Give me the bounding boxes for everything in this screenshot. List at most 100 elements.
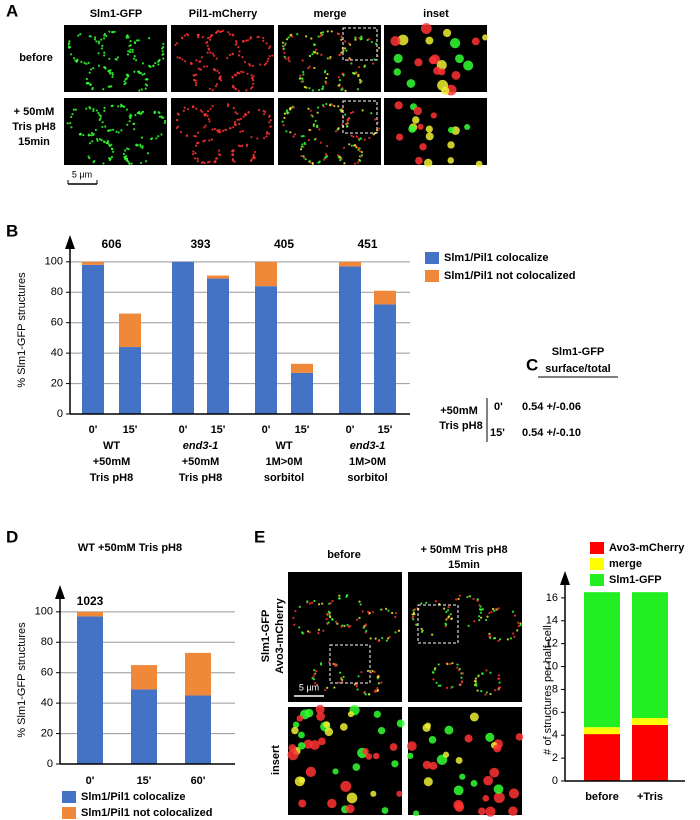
spot [88,142,92,145]
bar-segment [119,313,141,348]
spot [308,602,312,605]
spot [423,777,433,787]
spot [387,609,390,612]
legend-swatch [425,270,439,282]
spot [110,143,113,147]
spot [144,83,147,86]
spot [374,118,377,121]
spot [321,602,324,605]
group-label: sorbitol [347,472,387,484]
spot [358,150,362,153]
spot [413,810,420,817]
spot [141,62,145,65]
y-tick-label: 40 [51,347,63,359]
spot [85,77,88,81]
spot [337,156,340,159]
spot [98,40,101,43]
spot [336,154,340,157]
image-background [408,707,522,815]
spot [206,114,209,117]
spot [340,35,343,38]
spot [360,37,363,40]
spot [96,139,99,142]
x-tick-label: 0' [89,424,98,436]
spot [216,129,219,132]
spot [196,157,199,160]
spot [128,162,131,165]
ratio-value: 0.54 +/-0.06 [522,401,581,413]
spot [133,128,136,131]
spot [482,794,490,802]
spot [123,82,126,86]
spot [262,36,265,40]
spot [253,157,256,160]
spot [339,159,342,162]
spot [387,637,390,640]
spot [302,73,305,76]
spot [456,666,459,669]
spot [176,56,179,59]
spot [289,34,292,37]
spot [263,63,267,66]
spot [385,639,388,642]
spot [300,154,303,158]
spot [138,72,141,75]
spot [242,71,245,74]
spot [219,75,222,78]
spot [203,126,206,129]
spot [229,127,232,130]
spot [238,122,241,125]
spot [304,142,307,146]
spot [139,143,142,146]
spot [248,63,251,66]
spot [219,30,223,33]
spot [298,605,301,608]
spot [148,36,151,40]
spot [363,65,366,69]
spot [377,46,381,50]
spot [144,78,147,81]
spot [362,626,365,629]
spot [328,661,331,664]
spot [490,610,493,613]
spot [441,86,450,95]
spot [117,131,120,134]
spot [197,141,200,144]
spot [296,715,304,722]
spot [411,613,414,616]
image-background [278,98,381,165]
spot [102,162,105,165]
spot [478,619,481,622]
spot [316,111,319,114]
spot [226,103,230,106]
y-tick-label: 0 [57,408,63,420]
spot [106,129,110,132]
spot [111,73,114,76]
spot [395,133,404,141]
spot [247,111,250,114]
spot [195,107,198,110]
spot [108,57,111,60]
spot [497,639,500,642]
spot [282,47,286,50]
spot [203,114,206,117]
spot [211,128,214,131]
spot [301,631,304,634]
spot [79,33,82,36]
spot [480,690,483,693]
spot [372,133,375,136]
spot [419,143,427,151]
legend-label: Slm1/Pil1 not colocalized [81,807,212,819]
spot [447,157,455,164]
spot [97,111,100,115]
bar-segment [119,347,141,414]
spot [425,36,434,45]
bar-segment [339,261,361,267]
spot [202,161,205,164]
spot [339,676,343,679]
spot [313,669,316,672]
spot [493,744,502,753]
micrograph [288,572,402,702]
spot [199,60,202,63]
spot [89,134,93,137]
